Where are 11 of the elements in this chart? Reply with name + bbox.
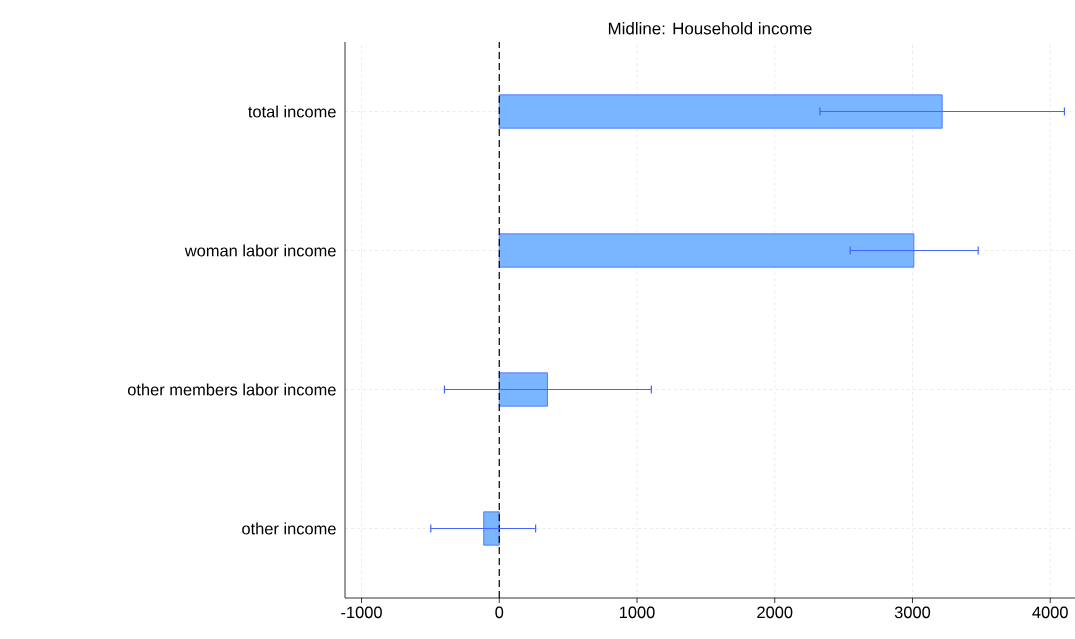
- y-tick-label: other members labor income: [127, 383, 336, 396]
- y-tick-label: woman labor income: [184, 244, 336, 257]
- x-tick-label: 2000: [757, 606, 793, 619]
- x-tick-label: 4000: [1032, 606, 1068, 619]
- x-tick-label: 0: [495, 606, 504, 619]
- chart-title: Midline: Household income: [608, 22, 812, 35]
- y-tick-label: total income: [248, 105, 336, 118]
- x-tick-label: 1000: [619, 606, 655, 619]
- y-tick-label: other income: [242, 522, 336, 535]
- x-tick-label: -1000: [341, 606, 382, 619]
- x-tick-label: 3000: [894, 606, 931, 619]
